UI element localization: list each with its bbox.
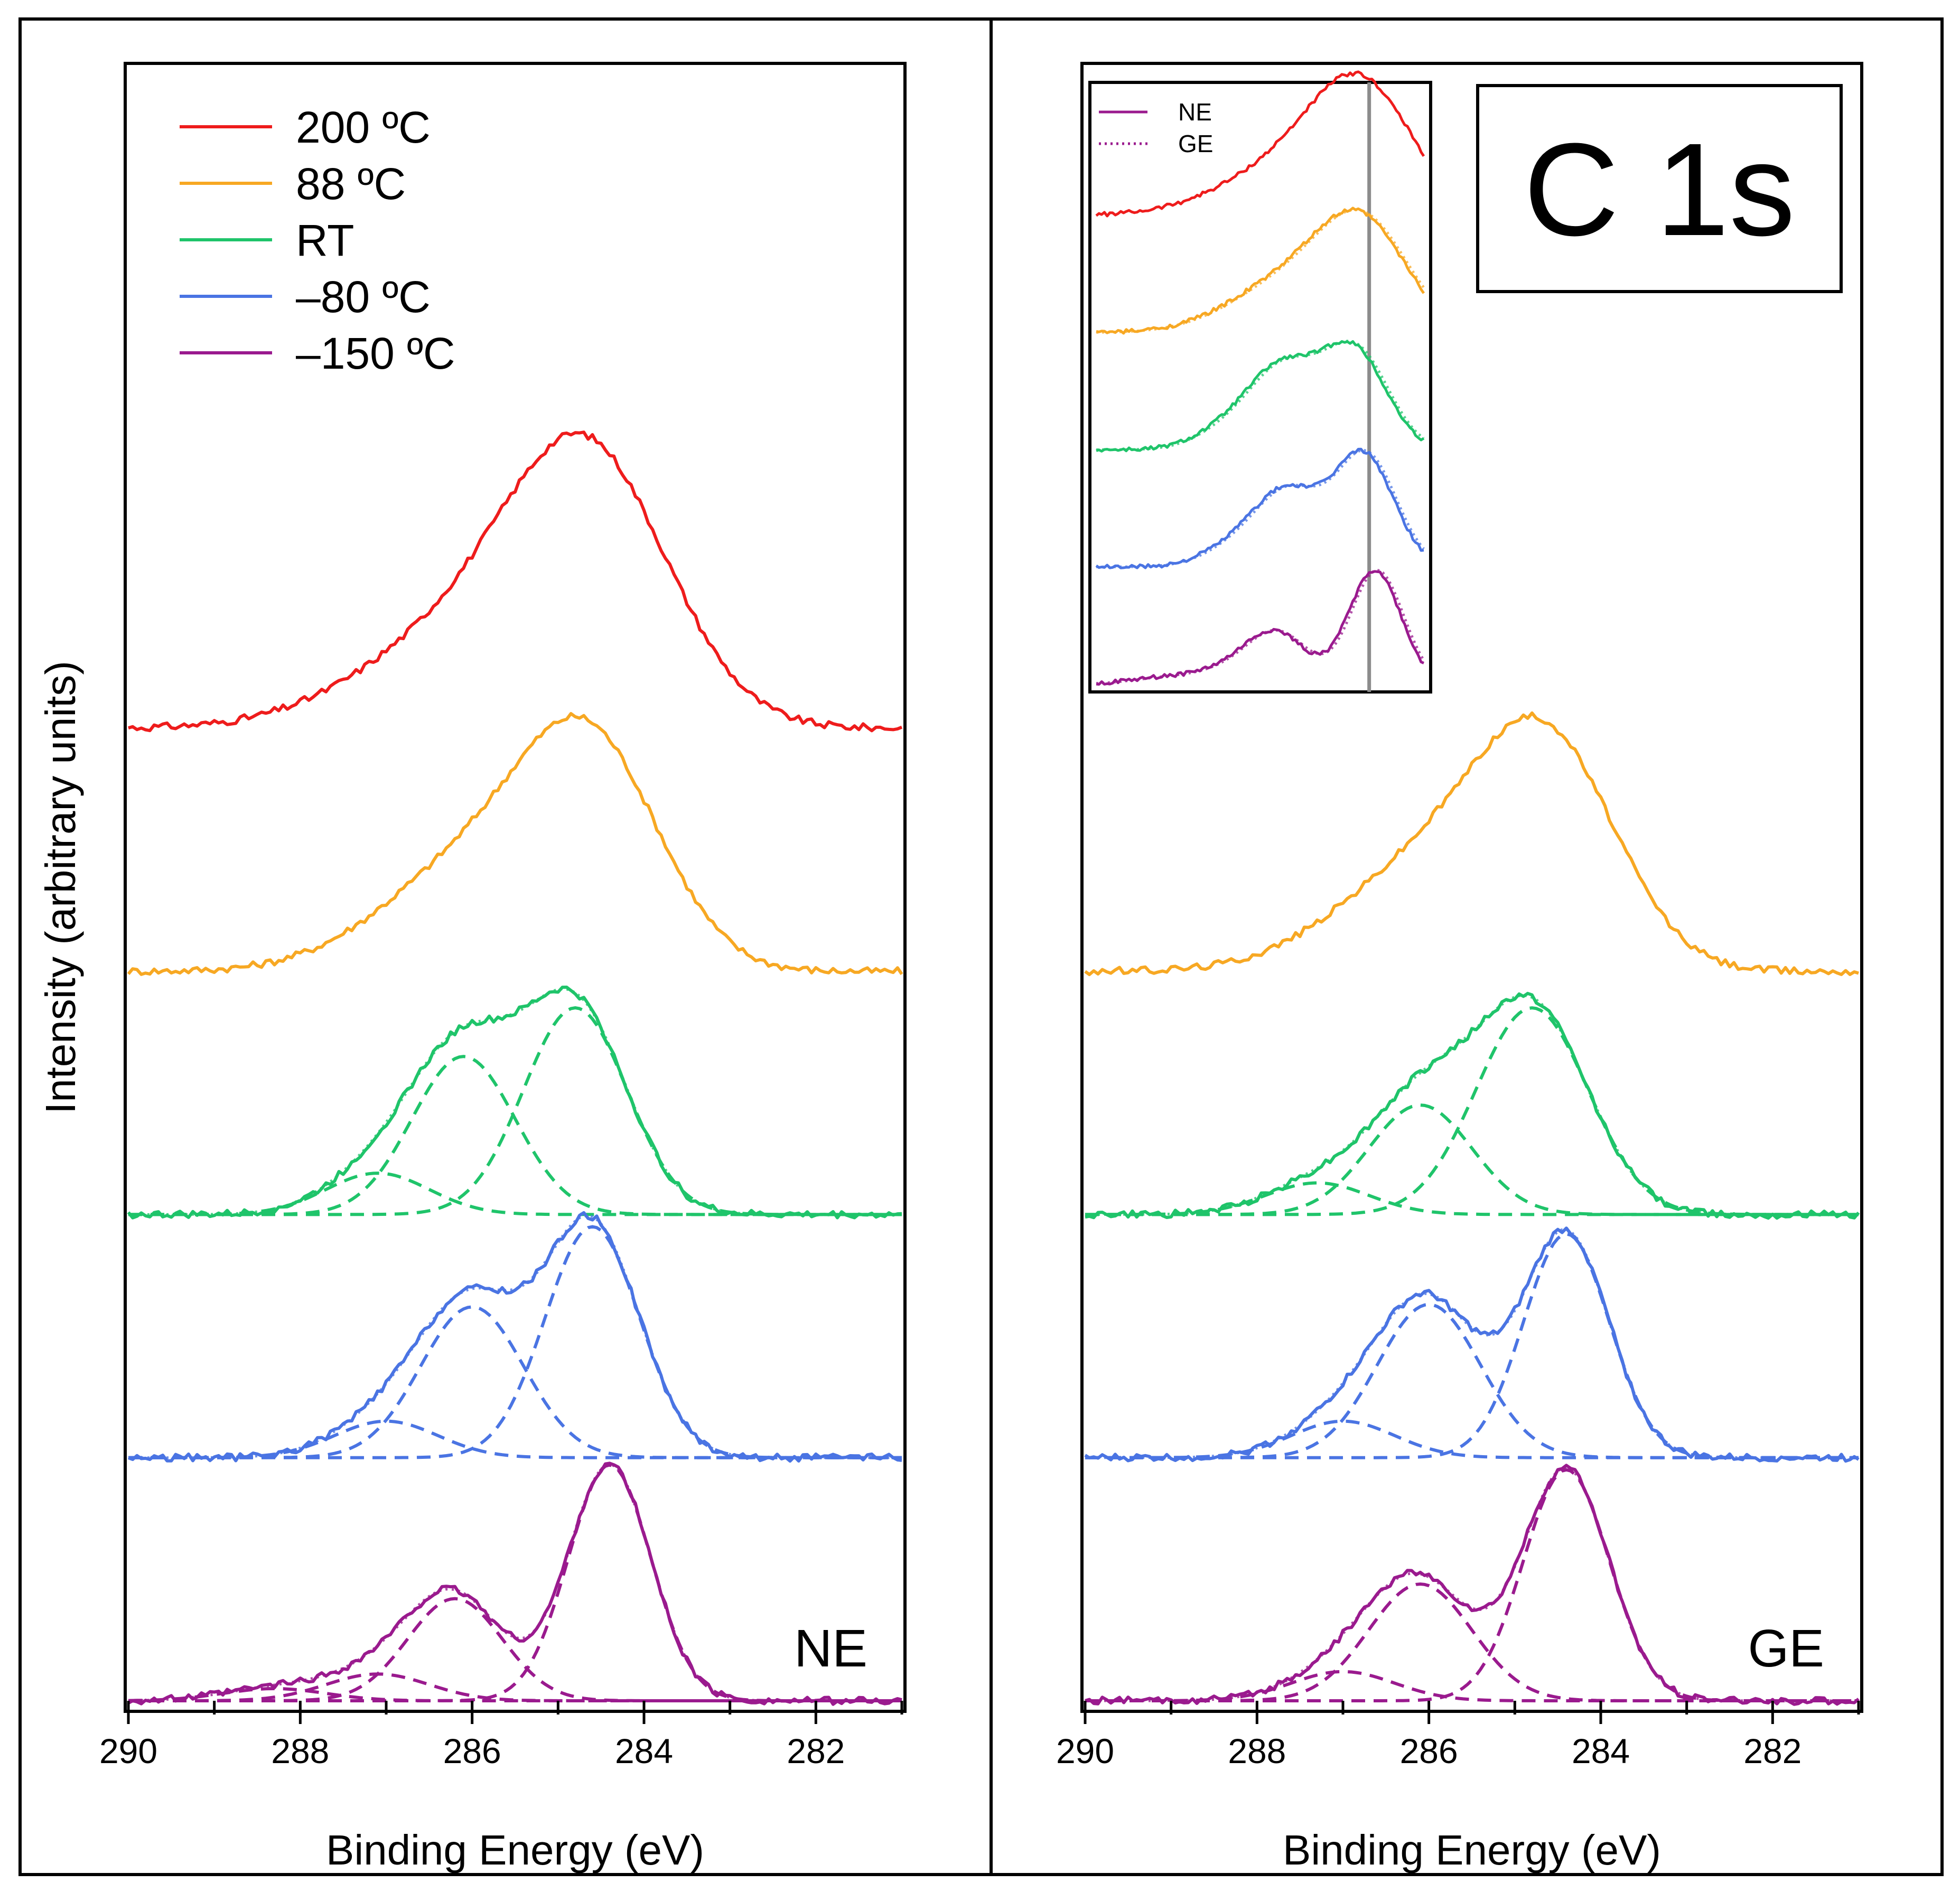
inset-legend: NE GE bbox=[1099, 98, 1213, 157]
ne-x-axis-title: Binding Energy (eV) bbox=[326, 1826, 704, 1873]
ge-80c-fit-envelope bbox=[1085, 1228, 1859, 1459]
legend-label: RT bbox=[296, 216, 354, 265]
figure-border bbox=[18, 17, 1944, 1876]
ge-plot-frame bbox=[1080, 62, 1863, 1713]
inset-88c-ge-spectrum bbox=[1096, 208, 1425, 334]
y-axis-title: Intensity (arbitrary units) bbox=[37, 661, 84, 1114]
ne-80c-fit-envelope bbox=[128, 1214, 902, 1459]
inset-legend-label: NE bbox=[1178, 98, 1212, 126]
x-tick-label: 286 bbox=[443, 1731, 501, 1770]
legend-label: –80 ºC bbox=[296, 272, 431, 322]
ne-150c-spectrum bbox=[127, 1462, 902, 1706]
ne-panel-label: NE bbox=[794, 1619, 867, 1678]
ne-80c-component-3 bbox=[128, 1419, 902, 1459]
ne-80c-spectrum bbox=[127, 1211, 902, 1463]
inset-80c-ne-spectrum bbox=[1095, 447, 1424, 569]
ge-rt-component-3 bbox=[1085, 1181, 1859, 1216]
x-tick-label: 288 bbox=[271, 1731, 329, 1770]
ne-rt-component-3 bbox=[128, 1172, 902, 1216]
ne-80c-component-1 bbox=[128, 1225, 902, 1459]
ge-150c-component-3 bbox=[1085, 1670, 1859, 1702]
x-tick-label: 282 bbox=[787, 1731, 845, 1770]
core-level-box bbox=[1476, 84, 1843, 293]
core-level-label: C 1s bbox=[1524, 116, 1795, 263]
ge-150c-component-1 bbox=[1085, 1468, 1859, 1702]
ne-80c-component-2 bbox=[128, 1305, 902, 1459]
ge-rt-component-1 bbox=[1085, 1006, 1859, 1216]
x-tick-label: 290 bbox=[99, 1731, 157, 1770]
x-tick-label: 288 bbox=[1228, 1731, 1286, 1770]
legend-label: –150 ºC bbox=[296, 329, 455, 378]
ne-plot-frame bbox=[124, 62, 907, 1713]
ge-150c-component-2 bbox=[1085, 1582, 1859, 1702]
x-tick-label: 286 bbox=[1400, 1731, 1458, 1770]
x-tick-label: 284 bbox=[615, 1731, 673, 1770]
temperature-legend: 200 ºC 88 ºC RT –80 ºC –150 ºC bbox=[180, 102, 455, 378]
ge-rt-spectrum bbox=[1085, 991, 1860, 1220]
ne-rt-component-2 bbox=[128, 1055, 902, 1216]
legend-label: 200 ºC bbox=[296, 102, 431, 152]
ge-x-axis: 290 288 286 284 282 bbox=[1056, 1701, 1860, 1770]
ge-spectra bbox=[1084, 711, 1860, 1706]
ne-panel: 290 288 286 284 282 Intensity (arbitrary uni… bbox=[37, 62, 907, 1873]
ne-150c-fit-envelope bbox=[128, 1463, 902, 1702]
ge-panel: 290 288 286 284 282 Binding Energy (eV) GE C… bbox=[1056, 62, 1863, 1873]
ne-200c-spectrum bbox=[128, 430, 903, 733]
inset-150c-ne-spectrum bbox=[1096, 570, 1424, 686]
inset-200c-ne-spectrum bbox=[1095, 70, 1425, 218]
ge-rt-component-2 bbox=[1085, 1103, 1859, 1216]
ne-rt-fit-envelope bbox=[128, 987, 902, 1216]
ge-panel-label: GE bbox=[1748, 1619, 1824, 1678]
ge-150c-fit-envelope bbox=[1085, 1466, 1859, 1702]
ge-80c-component-1 bbox=[1085, 1232, 1859, 1459]
ge-88c-spectrum bbox=[1084, 711, 1859, 976]
ne-88c-spectrum bbox=[127, 712, 903, 976]
ge-150c-spectrum bbox=[1085, 1464, 1860, 1706]
inset-comparison: NE GE bbox=[1088, 70, 1432, 694]
inset-rt-ne-spectrum bbox=[1096, 340, 1425, 453]
inset-spectra bbox=[1095, 70, 1425, 692]
ne-x-axis: 290 288 286 284 282 bbox=[99, 1701, 903, 1770]
ge-x-axis-title: Binding Energy (eV) bbox=[1283, 1826, 1661, 1873]
ne-rt-spectrum bbox=[127, 986, 902, 1220]
ne-150c-component-1 bbox=[128, 1463, 902, 1702]
inset-88c-ne-spectrum bbox=[1096, 207, 1425, 335]
x-tick-label: 290 bbox=[1056, 1731, 1114, 1770]
x-tick-label: 284 bbox=[1572, 1731, 1630, 1770]
inset-frame bbox=[1088, 81, 1432, 694]
ge-80c-spectrum bbox=[1084, 1226, 1860, 1463]
ne-spectra bbox=[127, 430, 903, 1706]
inset-legend-label: GE bbox=[1178, 130, 1213, 157]
x-tick-label: 282 bbox=[1743, 1731, 1802, 1770]
legend-label: 88 ºC bbox=[296, 159, 406, 209]
ne-rt-component-1 bbox=[128, 1006, 902, 1216]
